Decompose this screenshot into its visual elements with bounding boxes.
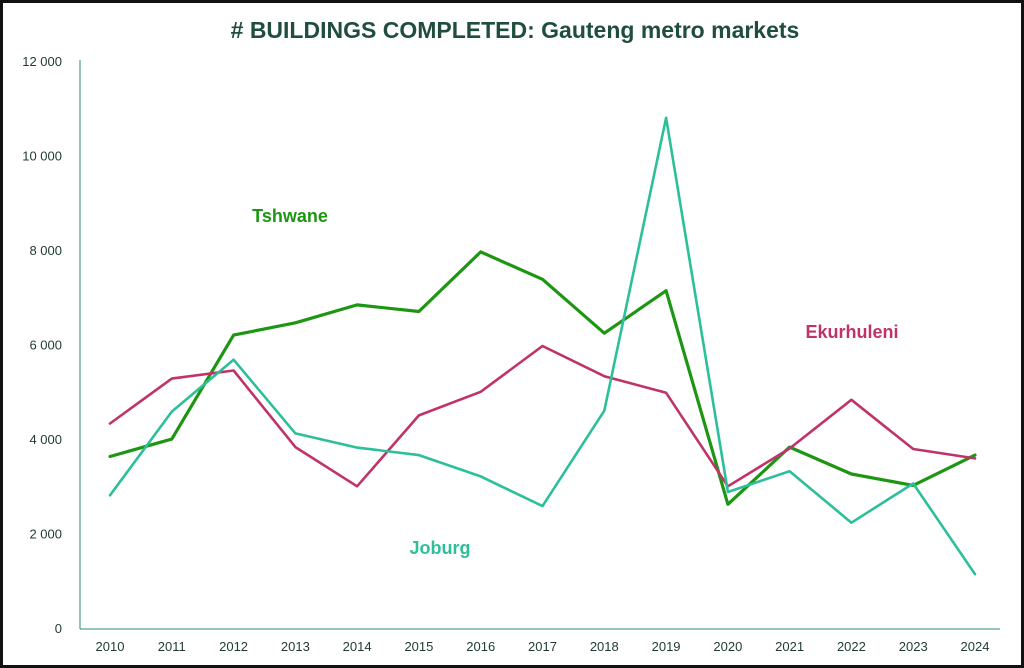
x-tick-label: 2016 bbox=[466, 639, 495, 654]
x-tick-label: 2011 bbox=[158, 639, 186, 654]
x-tick-label: 2021 bbox=[775, 639, 804, 654]
series-label-ekurhuleni: Ekurhuleni bbox=[805, 322, 898, 342]
series-line-tshwane bbox=[108, 250, 977, 506]
y-tick-label: 4 000 bbox=[29, 432, 62, 447]
x-tick-label: 2020 bbox=[713, 639, 742, 654]
chart-title: # BUILDINGS COMPLETED: Gauteng metro mar… bbox=[230, 17, 800, 43]
series-layer bbox=[108, 116, 977, 576]
y-tick-label: 12 000 bbox=[22, 54, 62, 69]
x-tick-label: 2010 bbox=[96, 639, 125, 654]
series-label-tshwane: Tshwane bbox=[252, 206, 328, 226]
series-labels: Tshwane Ekurhuleni Joburg bbox=[252, 206, 898, 558]
series-line-joburg bbox=[108, 116, 977, 576]
x-tick-label: 2024 bbox=[961, 639, 990, 654]
y-tick-label: 2 000 bbox=[29, 527, 62, 542]
series-label-joburg: Joburg bbox=[410, 538, 471, 558]
x-tick-label: 2019 bbox=[652, 639, 681, 654]
axes: 0 2 000 4 000 6 000 8 000 10 000 12 000 2010 201… bbox=[22, 54, 1000, 654]
y-tick-label: 6 000 bbox=[29, 338, 62, 353]
x-tick-label: 2022 bbox=[837, 639, 866, 654]
x-tick-label: 2013 bbox=[281, 639, 310, 654]
y-tick-label: 8 000 bbox=[29, 243, 62, 258]
x-tick-label: 2018 bbox=[590, 639, 619, 654]
y-tick-label: 0 bbox=[55, 621, 62, 636]
x-tick-label: 2023 bbox=[899, 639, 928, 654]
series-line-ekurhuleni bbox=[108, 344, 977, 488]
x-tick-label: 2017 bbox=[528, 639, 557, 654]
y-tick-label: 10 000 bbox=[22, 149, 62, 164]
x-tick-label: 2015 bbox=[404, 639, 433, 654]
x-tick-label: 2012 bbox=[219, 639, 248, 654]
x-tick-label: 2014 bbox=[343, 639, 372, 654]
